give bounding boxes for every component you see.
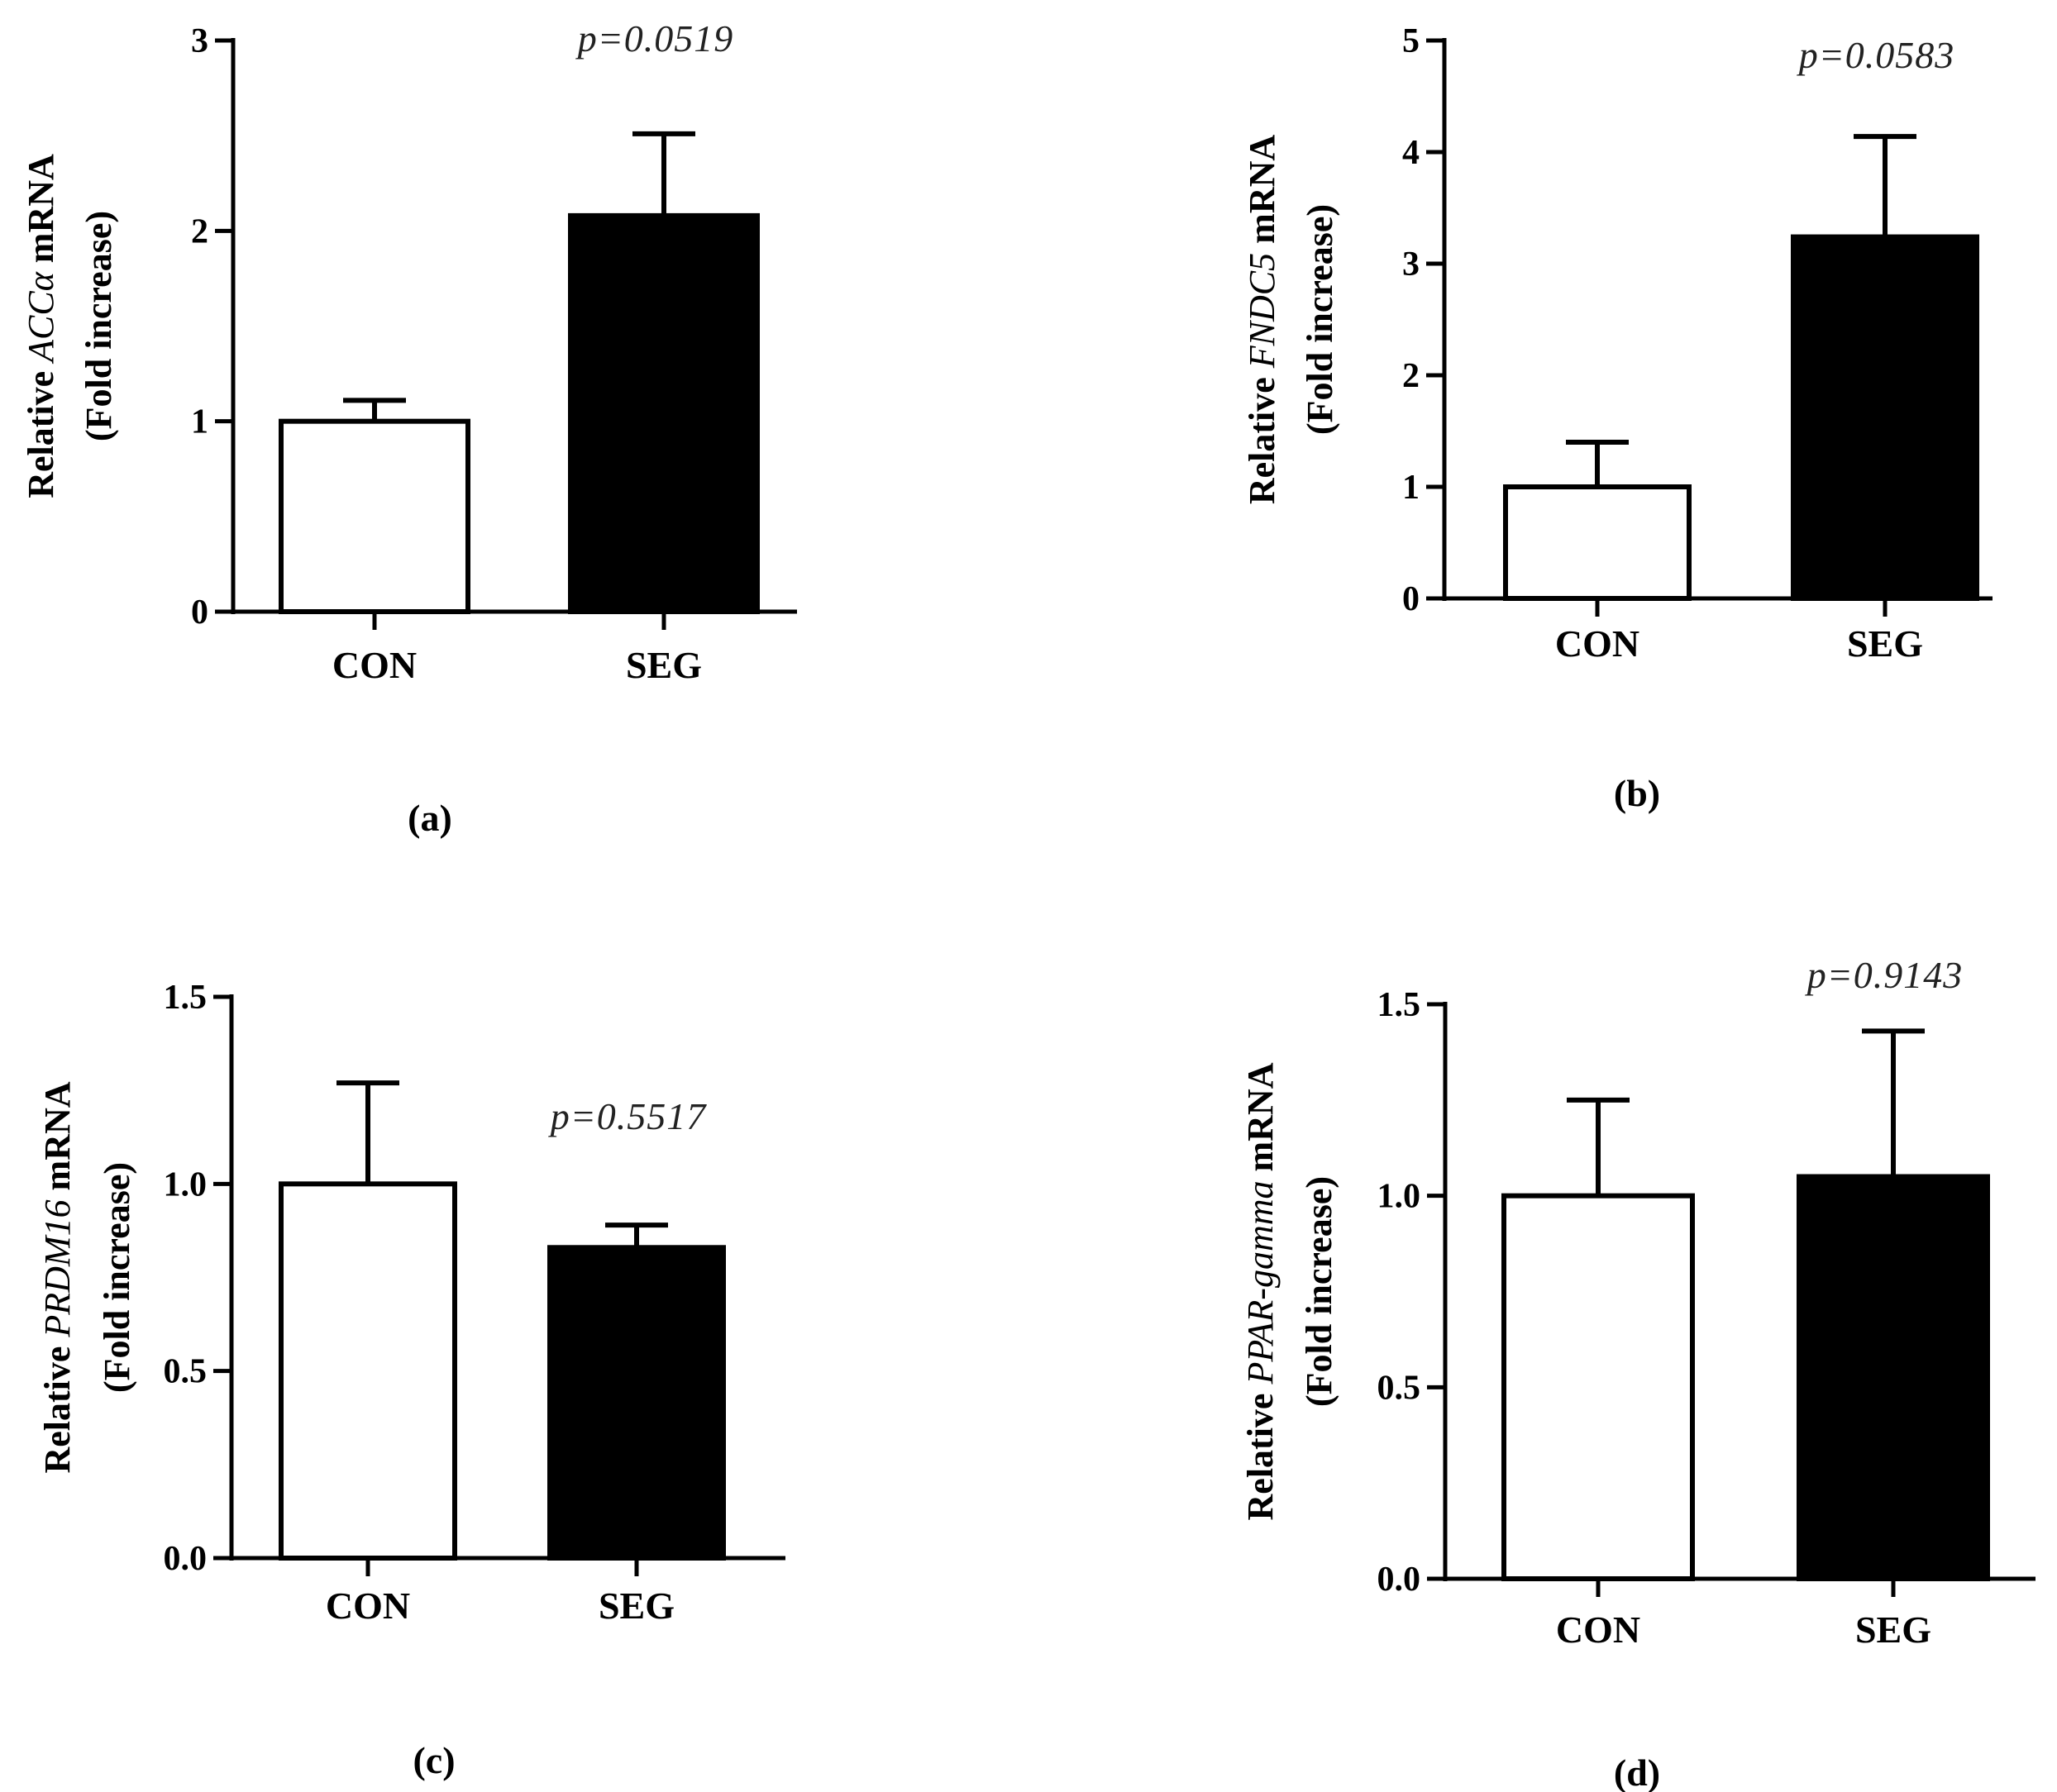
x-tick-label-seg: SEG (1855, 1609, 1931, 1651)
y-axis-label: Relative FNDC5 mRNA (1242, 135, 1282, 505)
y-tick-label: 0 (191, 593, 208, 631)
bar-con (1503, 484, 1692, 601)
panel-c: 0.0 0.5 1.0 1.5 CON SEG Relative PRDM16 mRNA (F… (37, 979, 785, 1781)
y-axis-label: Relative ACCα mRNA (21, 154, 61, 498)
y-tick-label: 2 (191, 212, 208, 250)
p-value-annotation: p=0.9143 (1805, 954, 1964, 996)
x-tick-label-seg: SEG (626, 644, 702, 686)
p-value-annotation: p=0.0583 (1797, 34, 1955, 76)
p-value-annotation: p=0.5517 (548, 1095, 708, 1137)
panel-d: 0.0 0.5 1.0 1.5 CON SEG Relative PPAR-gamma mR… (1240, 954, 2036, 1792)
x-tick-label-con: CON (1555, 622, 1639, 665)
bar-seg (1791, 234, 1979, 601)
y-axis-label-line2: (Fold increase) (79, 211, 119, 441)
bar-con (279, 418, 470, 614)
y-axis-label-line2: (Fold increase) (97, 1162, 137, 1393)
y-tick-label: 0.0 (1377, 1561, 1421, 1599)
bar-con (279, 1181, 457, 1561)
panel-b: 0 1 2 3 4 5 CON SEG Relative FNDC5 mRNA (Fold inc… (1242, 22, 1993, 814)
x-tick-label-seg: SEG (1847, 622, 1923, 665)
y-tick-label: 3 (1402, 245, 1420, 284)
y-tick-label: 1.0 (164, 1165, 208, 1203)
y-tick-label: 0.5 (1377, 1369, 1421, 1407)
panel-label: (d) (1614, 1751, 1660, 1792)
y-tick-label: 1.5 (164, 979, 208, 1017)
panel-label: (a) (408, 797, 452, 839)
y-tick-label: 0.0 (164, 1540, 208, 1578)
y-tick-label: 1.0 (1377, 1178, 1421, 1216)
x-tick-label-con: CON (1556, 1609, 1640, 1651)
y-axis-label: Relative PRDM16 mRNA (37, 1081, 78, 1473)
panel-label: (c) (413, 1739, 455, 1781)
panel-a: 0 1 2 3 CON SEG Relative ACCα mRNA (Fold increa… (21, 17, 797, 839)
panel-label: (b) (1614, 772, 1660, 814)
y-tick-label: 3 (191, 22, 208, 60)
y-axis-label-line2: (Fold increase) (1300, 204, 1340, 435)
bar-con (1501, 1193, 1695, 1581)
y-tick-label: 2 (1402, 357, 1420, 395)
bar-seg (568, 212, 760, 614)
y-tick-label: 5 (1402, 22, 1420, 60)
y-tick-label: 1 (191, 403, 208, 441)
x-tick-label-seg: SEG (599, 1585, 675, 1627)
y-tick-label: 0.5 (164, 1353, 208, 1391)
p-value-annotation: p=0.0519 (575, 17, 734, 60)
y-tick-label: 4 (1402, 134, 1420, 172)
bar-seg (547, 1245, 726, 1561)
y-tick-label: 1.5 (1377, 986, 1421, 1024)
y-tick-label: 1 (1402, 469, 1420, 507)
y-tick-label: 0 (1402, 580, 1420, 618)
y-axis-label: Relative PPAR-gamma mRNA (1240, 1062, 1281, 1520)
y-axis-label-line2: (Fold increase) (1299, 1176, 1339, 1407)
bar-seg (1797, 1174, 1990, 1581)
x-tick-label-con: CON (332, 644, 417, 686)
x-tick-label-con: CON (326, 1585, 410, 1627)
